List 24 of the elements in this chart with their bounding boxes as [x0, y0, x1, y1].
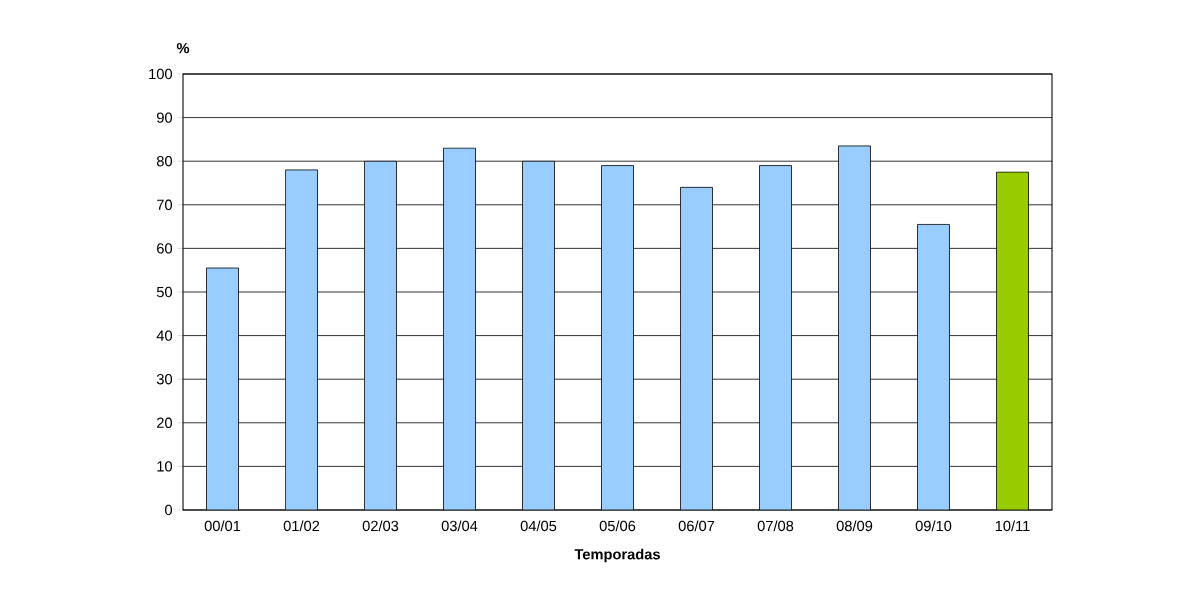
y-tick-label: 30 — [156, 374, 173, 385]
y-tick-label: 0 — [165, 504, 173, 516]
y-tick-label: 70 — [157, 199, 173, 210]
y-tick-label: 80 — [156, 156, 173, 167]
x-tick-label: 00/01 — [204, 520, 241, 532]
y-tick-label: 60 — [157, 243, 173, 254]
x-tick-label: 05/06 — [599, 520, 636, 532]
y-tick-label: 20 — [157, 417, 173, 428]
x-tick-label: 02/03 — [362, 520, 399, 532]
y-tick-label: 100 — [149, 68, 173, 80]
x-tick-label: 01/02 — [283, 520, 320, 532]
y-tick-label: 10 — [157, 461, 173, 472]
y-axis-title: % — [176, 42, 190, 54]
x-tick-label: 07/08 — [757, 520, 794, 532]
x-tick-label: 10/11 — [995, 520, 1030, 532]
x-tick-label: 08/09 — [836, 520, 873, 532]
x-tick-label: 04/05 — [520, 520, 557, 532]
x-axis-title: Temporadas — [574, 548, 660, 563]
x-tick-label: 09/10 — [915, 520, 952, 532]
y-tick-label: 50 — [156, 286, 173, 298]
x-tick-label: 03/04 — [441, 520, 478, 532]
x-tick-label: 06/07 — [678, 520, 715, 532]
y-tick-label: 90 — [156, 112, 173, 123]
y-tick-label: 40 — [156, 330, 173, 341]
